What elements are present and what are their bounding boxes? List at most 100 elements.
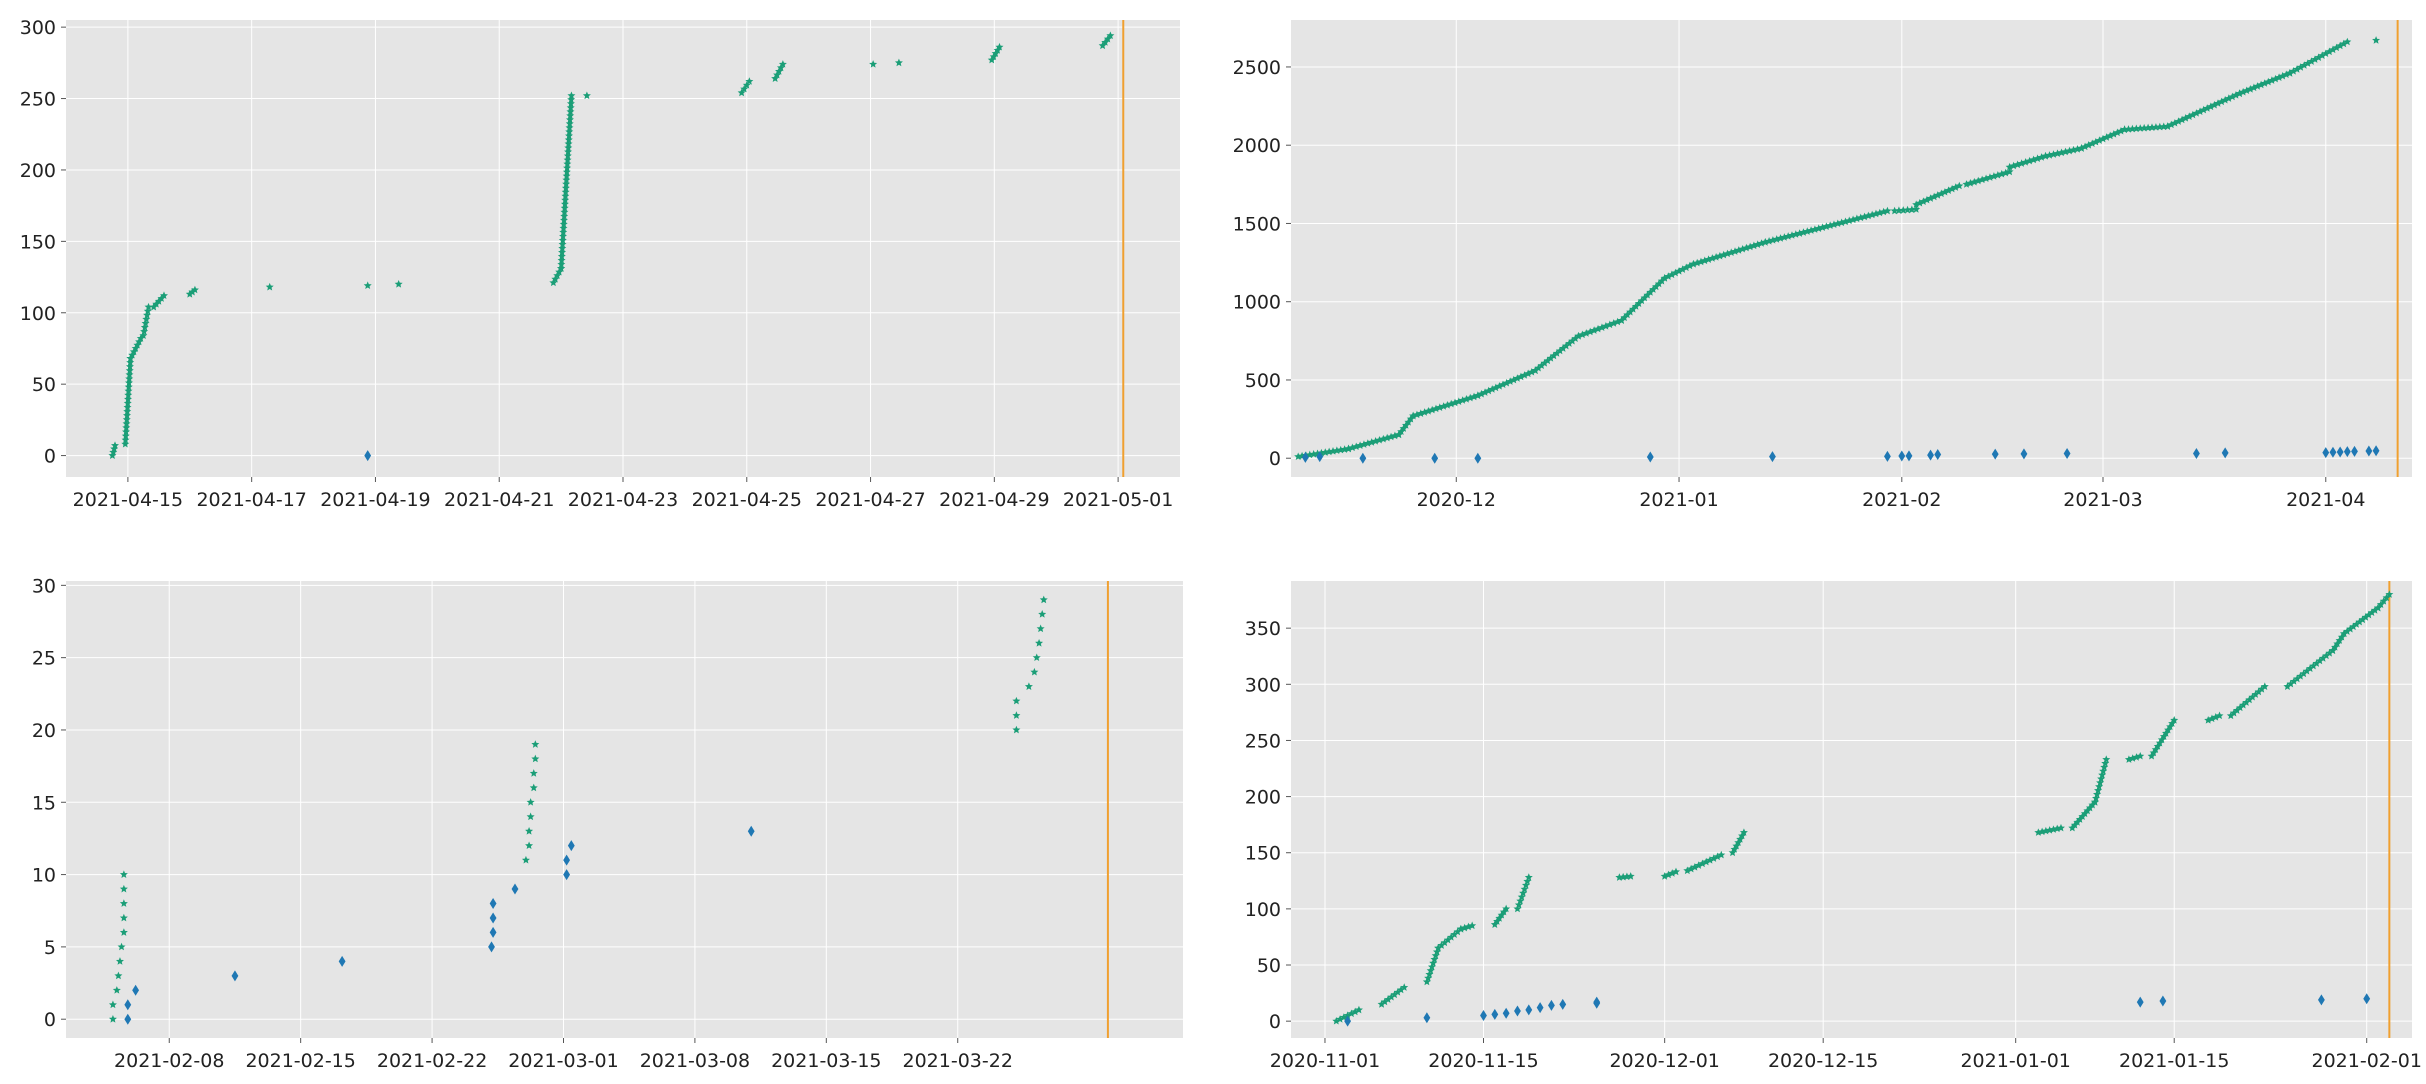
star-marker [115, 957, 124, 965]
x-tick-label: 2020-12 [1417, 489, 1496, 511]
x-tick-label: 2020-11-15 [1428, 1050, 1538, 1072]
star-marker [2231, 91, 2240, 99]
star-marker [1524, 873, 1533, 881]
star-marker [2239, 700, 2248, 709]
star-marker [563, 163, 572, 172]
diamond-marker [1514, 1005, 1521, 1017]
star-marker [525, 841, 534, 850]
star-marker [1705, 856, 1714, 864]
star-marker [559, 232, 568, 240]
star-marker [560, 199, 569, 208]
star-marker [1351, 1007, 1360, 1016]
star-marker [557, 256, 566, 264]
star-marker [394, 280, 403, 288]
chart-bottom-right: 2020-11-01 2020-11-15 2020-12-01 2020-12-15… [1245, 581, 2422, 1072]
diamond-marker [2221, 447, 2229, 459]
star-marker [1883, 206, 1892, 215]
star-marker [737, 88, 746, 97]
star-marker [1440, 938, 1449, 947]
star-marker [122, 415, 131, 424]
star-marker [1429, 958, 1438, 967]
star-marker [140, 323, 149, 331]
y-tick-label: 500 [1245, 370, 1281, 392]
star-marker [1495, 382, 1504, 390]
star-marker [1401, 421, 1410, 429]
star-marker [1517, 892, 1526, 901]
star-marker [566, 111, 575, 120]
star-marker [2077, 144, 2086, 152]
series-green-stars [108, 31, 1115, 459]
star-marker [108, 1015, 117, 1023]
star-marker [123, 411, 132, 419]
star-marker [1036, 624, 1045, 633]
star-marker [1685, 261, 1694, 270]
star-marker [555, 267, 564, 276]
x-tick-label: 2021-04 [2286, 489, 2365, 511]
star-marker [564, 147, 573, 156]
star-marker [1443, 935, 1452, 944]
y-tick-label: 0 [44, 446, 56, 468]
star-marker [2188, 110, 2197, 119]
star-marker [111, 441, 119, 449]
star-marker [125, 378, 133, 387]
star-marker [2311, 55, 2319, 63]
star-marker [1660, 274, 1669, 282]
star-marker [1397, 985, 1405, 994]
diamond-marker [489, 926, 497, 938]
star-marker [1424, 973, 1433, 982]
star-marker [525, 826, 534, 835]
star-marker [2364, 610, 2373, 619]
star-marker [1038, 610, 1047, 618]
star-marker [2315, 656, 2324, 665]
star-marker [566, 107, 575, 116]
star-marker [1523, 877, 1532, 885]
star-marker [2352, 620, 2361, 628]
diamond-marker [1559, 998, 1567, 1010]
star-marker [1672, 867, 1680, 876]
star-marker [526, 812, 535, 821]
diamond-marker [747, 825, 755, 837]
star-marker [1562, 341, 1571, 350]
star-marker [2207, 714, 2216, 723]
star-marker [1664, 272, 1673, 280]
star-marker [1434, 943, 1443, 952]
diamond-marker [364, 450, 372, 462]
star-marker [740, 84, 749, 93]
star-marker [2097, 774, 2106, 783]
star-marker [2321, 49, 2330, 58]
diamond-marker [1593, 996, 1601, 1008]
star-marker [190, 285, 199, 294]
star-marker [2005, 167, 2014, 176]
star-marker [149, 302, 158, 311]
star-marker [1634, 299, 1643, 307]
star-marker [1513, 374, 1522, 382]
star-marker [2361, 613, 2370, 621]
star-marker [2376, 600, 2385, 608]
star-marker [2296, 63, 2305, 71]
star-marker [1431, 951, 1440, 960]
star-marker [553, 271, 562, 280]
star-marker [119, 884, 128, 893]
star-marker [561, 187, 570, 196]
star-marker [566, 103, 575, 112]
star-marker [2306, 664, 2315, 672]
y-tick-label: 1500 [1233, 213, 1281, 235]
y-tick-label: 0 [44, 1009, 56, 1031]
star-marker [562, 167, 571, 176]
diamond-marker [1536, 1002, 1544, 1014]
diamond-marker [2136, 996, 2144, 1008]
star-marker [1903, 205, 1912, 214]
star-marker [2307, 57, 2316, 65]
y-tick-label: 250 [1245, 730, 1281, 752]
star-marker [2210, 100, 2219, 109]
star-marker [776, 63, 785, 72]
series-green-stars [1332, 590, 2394, 1025]
star-marker [2285, 69, 2294, 77]
series-blue-diamonds [1301, 445, 2380, 464]
star-marker [2224, 94, 2233, 102]
star-marker [112, 986, 121, 994]
y-tick-label: 1000 [1233, 292, 1281, 314]
star-marker [995, 42, 1004, 51]
y-tick-label: 0 [1269, 448, 1281, 470]
diamond-marker [2322, 447, 2330, 459]
